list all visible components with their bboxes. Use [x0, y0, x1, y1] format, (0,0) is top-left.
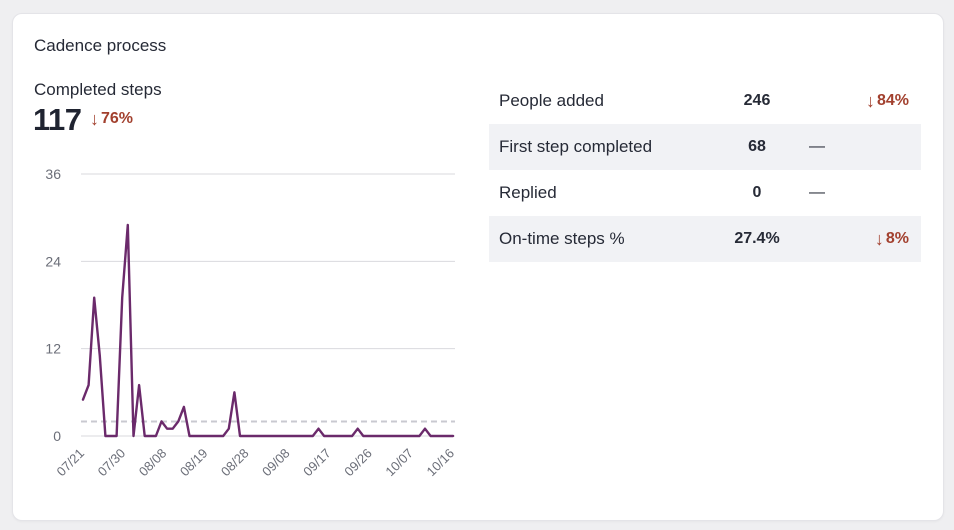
x-tick-label: 09/17 — [300, 446, 334, 480]
stats-value: 0 — [752, 184, 762, 201]
arrow-down-icon: ↓ — [865, 91, 875, 111]
stats-change-value: 8% — [885, 230, 909, 247]
stats-change: ↓ 8% — [875, 230, 909, 248]
stats-value: 68 — [748, 138, 766, 155]
stats-value: 27.4% — [734, 230, 780, 247]
stats-label: People added — [499, 91, 604, 110]
arrow-down-icon: ↓ — [874, 229, 884, 249]
x-tick-label: 10/16 — [424, 446, 458, 480]
x-tick-label: 07/21 — [54, 446, 88, 480]
completed-steps-label: Completed steps — [34, 80, 162, 99]
stats-table: People added 246 ↓ 84% First step comple… — [489, 78, 921, 262]
y-tick-label: 24 — [45, 253, 61, 269]
x-tick-label: 09/26 — [341, 446, 375, 480]
y-tick-label: 12 — [45, 341, 61, 357]
stats-label: On-time steps % — [499, 229, 625, 248]
card-title: Cadence process — [34, 36, 167, 55]
x-tick-label: 08/08 — [136, 446, 170, 480]
stats-label: First step completed — [499, 137, 653, 156]
x-tick-label: 09/08 — [259, 446, 293, 480]
arrow-down-icon: ↓ — [90, 109, 99, 129]
completed-steps-value: 117 — [33, 102, 82, 137]
x-tick-label: 07/30 — [95, 446, 129, 480]
x-tick-label: 10/07 — [382, 446, 416, 480]
completed-steps-change: ↓ 76% — [90, 110, 133, 128]
x-tick-label: 08/19 — [177, 446, 211, 480]
stats-row-people-added: People added 246 ↓ 84% — [489, 78, 921, 124]
x-tick-label: 08/28 — [218, 446, 252, 480]
stats-change-dash: — — [809, 138, 825, 155]
series-line — [81, 223, 455, 438]
stats-row-first-step-completed: First step completed 68 — — [489, 124, 921, 170]
stats-change-value: 84% — [876, 92, 909, 109]
stats-change: ↓ 84% — [866, 92, 909, 110]
stats-row-replied: Replied 0 — — [489, 170, 921, 216]
stats-change-dash: — — [809, 184, 825, 201]
y-tick-label: 0 — [53, 428, 61, 444]
stats-row-on-time-steps: On-time steps % 27.4% ↓ 8% — [489, 216, 921, 262]
stats-value: 246 — [743, 92, 771, 109]
cadence-process-card: Cadence process Completed steps 117 ↓ 76… — [12, 13, 944, 521]
y-tick-label: 36 — [45, 166, 61, 182]
stats-label: Replied — [499, 183, 557, 202]
completed-steps-change-value: 76% — [101, 110, 134, 127]
